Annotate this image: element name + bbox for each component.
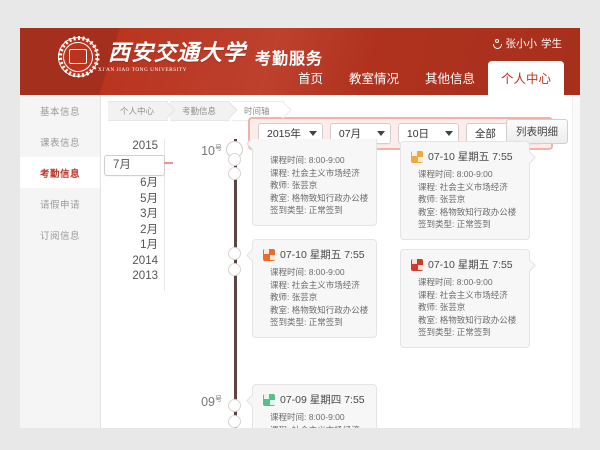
app-window: 西安交通大学 XI'AN JIAO TONG UNIVERSITY 考勤服务 张… [20,28,580,428]
attendance-checkin-type: 签到类型: 正常签到 [418,327,491,337]
attendance-card-header: 07-10 星期五 7:55 [263,247,366,262]
attendance-card-title: 07-10 星期五 7:55 [428,259,513,271]
app-body: 基本信息 课表信息 考勤信息 请假申请 订阅信息 个人中心 考勤信息 时间轴 2015年 0… [20,95,580,428]
attendance-course-time: 课程时间: 8:00-9:00 [270,412,345,422]
header-gradient-overlay [20,28,580,95]
user-role: 学生 [541,38,562,50]
nav-item-1[interactable]: 教室情况 [348,72,399,86]
timeline-node[interactable] [228,153,241,166]
sidebar-item-0[interactable]: 基本信息 [39,107,80,118]
attendance-course-name: 课程: 社会主义市场经济 [263,424,366,429]
attendance-teacher-name: 教师: 张芸京 [270,180,318,190]
brand-name-en: XI'AN JIAO TONG UNIVERSITY [98,66,187,73]
list-detail-button[interactable]: 列表明细 [506,119,568,144]
app-header: 西安交通大学 XI'AN JIAO TONG UNIVERSITY 考勤服务 张… [20,28,580,95]
day-select-value: 10日 [406,128,430,140]
attendance-card[interactable]: 07-10 星期五 7:55 课程时间: 8:00-9:00 课程: 社会主义市场经… [400,249,530,348]
attendance-record-icon [411,150,423,163]
nav-item-3[interactable]: 个人中心 [487,61,564,95]
sidebar-item-2[interactable]: 考勤信息 [20,157,100,188]
attendance-card-title: 07-10 星期五 7:55 [428,151,513,163]
attendance-card[interactable]: 07-10 星期五 7:55 课程时间: 8:00-9:00 课程: 社会主义市场经… [400,141,530,240]
attendance-card-title: 07-10 星期五 7:55 [280,249,365,261]
year-select-value: 2015年 [267,128,301,140]
sidebar-item-1[interactable]: 课表信息 [39,138,80,149]
timeline-node[interactable] [228,263,241,276]
year-item-5[interactable]: 2月 [140,223,158,236]
user-info[interactable]: 张小小 学生 [492,36,562,51]
timeline-axis [234,139,237,428]
year-month-list: 2015 7月 6月 5月 3月 2月 1月 2014 2013 [104,139,173,291]
attendance-record-icon [263,393,275,406]
attendance-teacher-name: 教师: 张芸京 [418,302,466,312]
attendance-course-name: 课程: 社会主义市场经济 [418,289,508,300]
attendance-course-name: 课程: 社会主义市场经济 [270,167,360,178]
attendance-course-time: 课程时间: 8:00-9:00 [418,277,493,287]
attendance-checkin-type: 签到类型: 正常签到 [418,219,491,229]
year-item-3[interactable]: 5月 [140,192,158,205]
user-name: 张小小 [505,38,538,50]
scope-select-value: 全部 [474,128,496,140]
attendance-course-time: 课程时间: 8:00-9:00 [270,155,345,165]
attendance-classroom-name: 教室: 格物致知行政办公楼 [418,206,517,217]
brand-name-cn: 西安交通大学 [108,39,247,66]
year-item-1[interactable]: 7月 [104,154,173,176]
brand: 西安交通大学 XI'AN JIAO TONG UNIVERSITY 考勤服务 [58,36,324,78]
year-item-4[interactable]: 3月 [140,208,158,220]
brand-subtitle: 考勤服务 [255,51,324,68]
chevron-down-icon [376,131,385,136]
timeline-node[interactable] [228,167,241,180]
sidebar-item-3[interactable]: 请假申请 [39,200,80,211]
attendance-record-icon [263,248,275,261]
attendance-classroom-name: 教室: 格物致知行政办公楼 [418,314,517,325]
sidebar-item-4[interactable]: 订阅信息 [39,231,80,242]
attendance-teacher-name: 教师: 张芸京 [418,194,466,204]
person-icon [492,38,502,49]
year-item-2[interactable]: 6月 [140,177,158,189]
timeline-node[interactable] [228,415,241,428]
timeline-day-label-1: 09号 [201,395,222,410]
nav-item-0[interactable]: 首页 [297,72,323,86]
timeline-node[interactable] [228,399,241,412]
content-area: 个人中心 考勤信息 时间轴 2015年 07月 10日 全部 [100,95,580,428]
main-nav: 首页 教室情况 其他信息 个人中心 [285,61,564,95]
nav-item-2[interactable]: 其他信息 [424,72,475,86]
timeline-node[interactable] [228,247,241,260]
attendance-checkin-type: 签到类型: 正常签到 [270,205,343,215]
chevron-down-icon [444,131,453,136]
attendance-course-time: 课程时间: 8:00-9:00 [418,169,493,179]
attendance-checkin-type: 签到类型: 正常签到 [270,317,343,327]
attendance-classroom-name: 教室: 格物致知行政办公楼 [270,304,369,315]
breadcrumb-item-0[interactable]: 个人中心 [108,101,169,121]
sidebar: 基本信息课表信息考勤信息请假申请订阅信息 [20,95,101,428]
year-item-7[interactable]: 2014 [132,254,158,267]
attendance-course-name: 课程: 社会主义市场经济 [270,279,360,290]
attendance-teacher-name: 教师: 张芸京 [270,292,318,302]
month-select-value: 07月 [338,128,362,140]
year-item-0[interactable]: 2015 [132,140,158,152]
attendance-card[interactable]: 07-10 星期五 7:55 课程时间: 8:00-9:00 课程: 社会主义市场经… [252,239,377,338]
year-item-8[interactable]: 2013 [132,270,158,282]
attendance-card-header: 07-10 星期五 7:55 [411,257,519,272]
university-seal-icon [58,36,100,78]
attendance-course-time: 课程时间: 8:00-9:00 [270,267,345,277]
attendance-card-header: 07-09 星期四 7:55 [263,392,366,407]
vertical-scrollbar[interactable] [572,95,580,428]
attendance-card-title: 07-09 星期四 7:55 [280,394,365,406]
timeline-day-label-0: 10号 [201,144,222,159]
attendance-classroom-name: 教室: 格物致知行政办公楼 [270,192,369,203]
attendance-record-icon [411,258,423,271]
attendance-card-header: 07-10 星期五 7:55 [411,149,519,164]
year-item-6[interactable]: 1月 [140,239,158,251]
chevron-down-icon [308,131,317,136]
breadcrumb: 个人中心 考勤信息 时间轴 [100,95,580,121]
breadcrumb-item-1[interactable]: 考勤信息 [170,101,231,121]
attendance-card[interactable]: 07-09 星期四 7:55 课程时间: 8:00-9:00 课程: 社会主义市场经… [252,384,377,428]
attendance-course-name: 课程: 社会主义市场经济 [418,181,508,192]
